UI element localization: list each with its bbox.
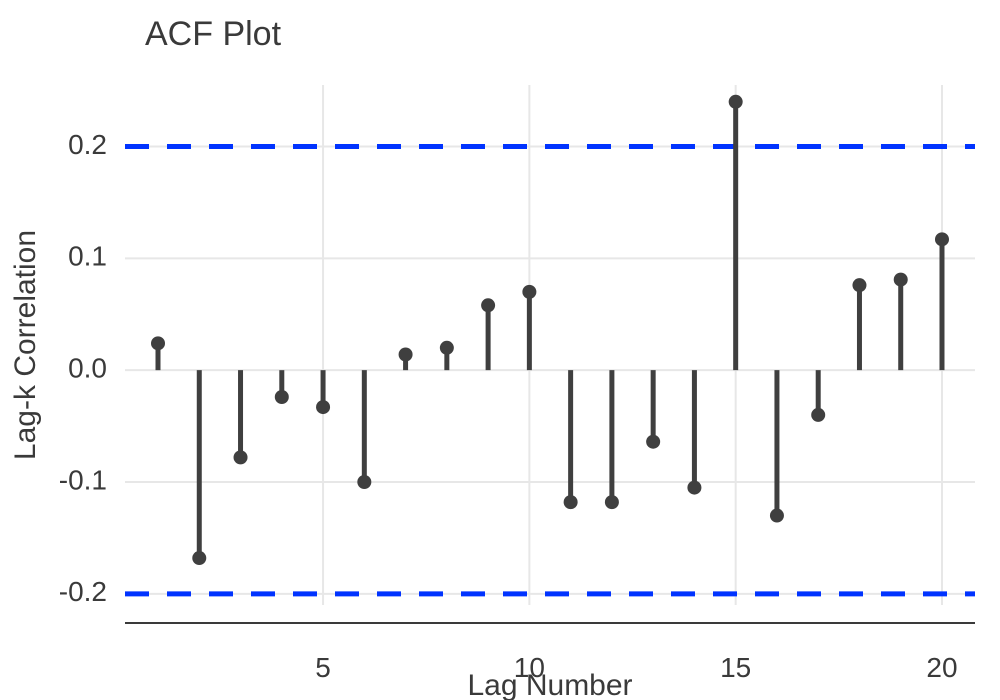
acf-marker: [894, 273, 908, 287]
x-axis-label: Lag Number: [467, 669, 632, 700]
y-tick-label: 0.1: [68, 241, 107, 272]
acf-marker: [234, 450, 248, 464]
acf-marker: [564, 495, 578, 509]
acf-marker: [522, 285, 536, 299]
y-axis-label: Lag-k Correlation: [9, 230, 42, 460]
acf-marker: [481, 298, 495, 312]
acf-marker: [192, 551, 206, 565]
acf-marker: [687, 481, 701, 495]
y-tick-label: 0.0: [68, 353, 107, 384]
x-tick-label: 20: [926, 652, 957, 683]
chart-title: ACF Plot: [145, 15, 282, 53]
x-tick-label: 15: [720, 652, 751, 683]
acf-marker: [605, 495, 619, 509]
acf-marker: [811, 408, 825, 422]
acf-marker: [316, 400, 330, 414]
y-tick-label: -0.2: [59, 576, 107, 607]
acf-marker: [151, 336, 165, 350]
acf-marker: [729, 95, 743, 109]
acf-marker: [770, 509, 784, 523]
acf-marker: [440, 341, 454, 355]
acf-marker: [357, 475, 371, 489]
acf-marker: [275, 390, 289, 404]
acf-marker: [646, 435, 660, 449]
acf-marker: [852, 278, 866, 292]
acf-marker: [399, 348, 413, 362]
acf-chart: -0.2-0.10.00.10.25101520ACF PlotLag Numb…: [0, 0, 1000, 700]
chart-svg: -0.2-0.10.00.10.25101520ACF PlotLag Numb…: [0, 0, 1000, 700]
x-tick-label: 5: [315, 652, 331, 683]
acf-marker: [935, 232, 949, 246]
y-tick-label: -0.1: [59, 464, 107, 495]
y-tick-label: 0.2: [68, 129, 107, 160]
